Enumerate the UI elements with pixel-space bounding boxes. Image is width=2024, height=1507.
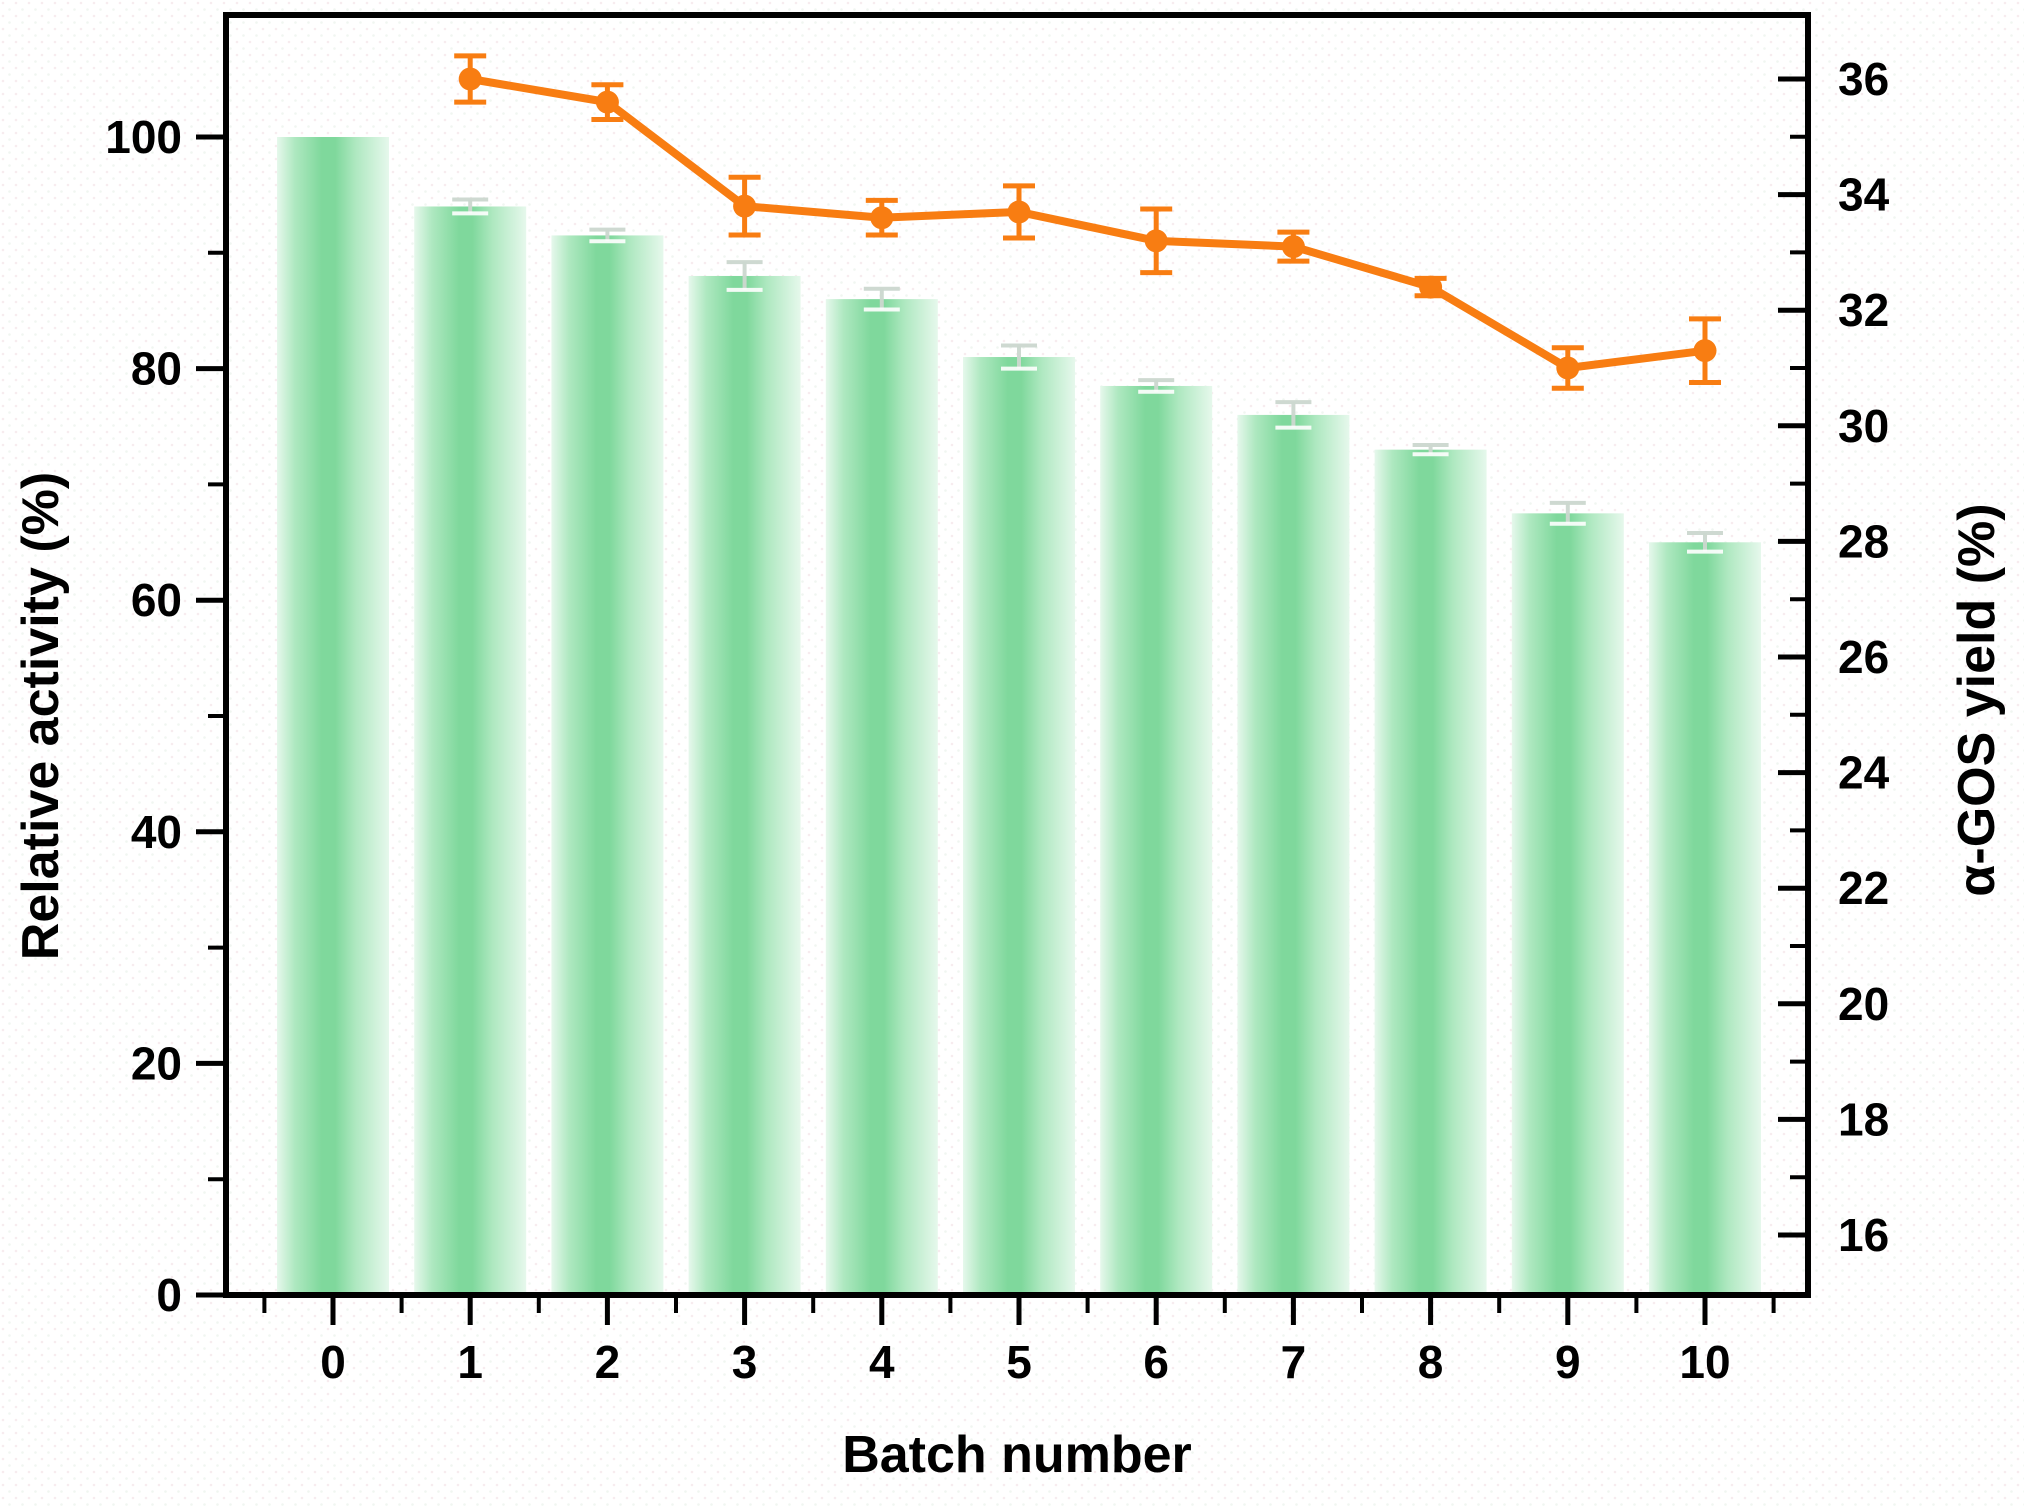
x-tick-label: 1	[457, 1336, 483, 1388]
line-marker	[1144, 229, 1168, 253]
bar	[825, 299, 938, 1295]
y-right-tick-label: 26	[1838, 631, 1889, 683]
y-right-tick-label: 34	[1838, 169, 1890, 221]
line-marker	[595, 90, 619, 114]
y-left-tick-label: 20	[131, 1037, 182, 1089]
bar	[551, 235, 664, 1296]
y-right-tick-label: 22	[1838, 862, 1889, 914]
x-tick-label: 10	[1679, 1336, 1730, 1388]
y-left-tick-label: 100	[105, 111, 182, 163]
x-tick-label: 4	[869, 1336, 895, 1388]
x-tick-label: 9	[1555, 1336, 1581, 1388]
y-right-tick-label: 30	[1838, 400, 1889, 452]
line-series-layer	[454, 53, 1721, 391]
line-marker	[1419, 275, 1443, 299]
y-right-tick-label: 32	[1838, 284, 1889, 336]
bar	[688, 275, 801, 1296]
y-right-tick-label: 36	[1838, 53, 1889, 105]
x-tick-label: 7	[1281, 1336, 1307, 1388]
left-axis-title: Relative activity (%)	[12, 472, 70, 960]
y-left-tick-label: 80	[131, 343, 182, 395]
x-tick-label: 3	[732, 1336, 758, 1388]
line-marker	[1556, 356, 1580, 380]
y-right-tick-label: 28	[1838, 515, 1889, 567]
bar	[1237, 414, 1350, 1295]
y-right-tick-label: 24	[1838, 747, 1890, 799]
bar	[1511, 513, 1624, 1295]
right-axis-title: α-GOS yield (%)	[1948, 503, 2006, 896]
yield-line	[469, 75, 1706, 372]
line-marker	[458, 67, 482, 91]
line-marker	[1007, 200, 1031, 224]
bars-layer	[277, 137, 1761, 1296]
x-tick-label: 5	[1006, 1336, 1032, 1388]
x-tick-label: 8	[1418, 1336, 1444, 1388]
y-right-tick-label: 16	[1838, 1209, 1889, 1261]
line-marker	[870, 206, 894, 230]
y-left-tick-label: 0	[156, 1269, 182, 1321]
bar	[277, 137, 389, 1295]
x-axis-title: Batch number	[842, 1426, 1192, 1484]
x-tick-label: 0	[320, 1336, 346, 1388]
x-tick-label: 6	[1143, 1336, 1169, 1388]
y-left-tick-label: 60	[131, 574, 182, 626]
line-marker	[1281, 235, 1305, 259]
y-right-tick-label: 18	[1838, 1093, 1889, 1145]
bar	[1374, 449, 1487, 1295]
line-marker	[733, 194, 757, 218]
bar	[1100, 385, 1213, 1296]
y-left-tick-label: 40	[131, 806, 182, 858]
bar	[963, 357, 1075, 1295]
x-tick-label: 2	[595, 1336, 621, 1388]
bar	[1649, 542, 1761, 1295]
y-right-tick-label: 20	[1838, 978, 1889, 1030]
bar	[414, 206, 527, 1296]
line-marker	[1693, 339, 1717, 363]
